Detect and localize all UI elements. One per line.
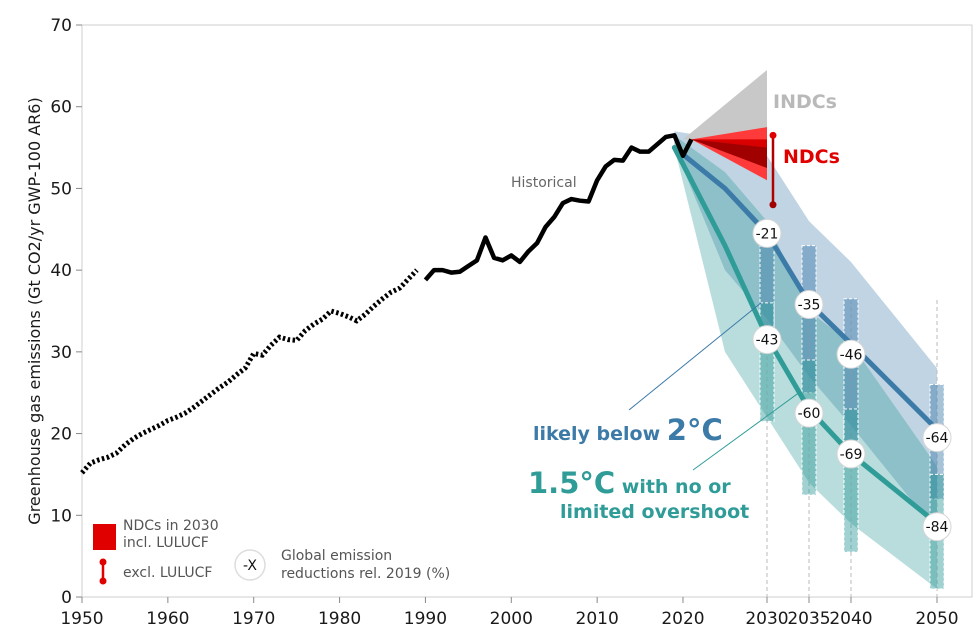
- legend-circle-symbol-text: -X: [243, 558, 257, 574]
- y-tick-label: 10: [50, 506, 72, 526]
- historical-label: Historical: [511, 175, 577, 191]
- one-five-pointer: [692, 392, 800, 471]
- y-tick-label: 30: [50, 343, 72, 363]
- indcs-fan: [683, 69, 767, 140]
- ndcs-whisker-bottom: [769, 201, 777, 209]
- plot-frame: [81, 24, 973, 598]
- two-c-main: 2°C: [667, 413, 723, 447]
- historical-dotted: [80, 268, 419, 475]
- reduction-label: -84: [926, 520, 949, 536]
- legend-ndc-excl-label: excl. LULUCF: [123, 565, 212, 581]
- x-axis: 1950 1960 1970 1980 1990 2000 2010 2020 20302035…: [60, 597, 959, 629]
- two-c-prefix: likely below: [533, 423, 667, 445]
- legend-ndc-excl-dot-bottom: [99, 577, 107, 585]
- y-tick-label: 60: [50, 98, 72, 118]
- y-tick-label: 20: [50, 425, 72, 445]
- x-tick-label: 1990: [404, 609, 447, 629]
- legend-ndc-excl-dot-top: [99, 558, 107, 566]
- x-tick-label: 2030: [745, 609, 788, 629]
- historical-solid: [423, 133, 694, 282]
- band-2c: [674, 131, 937, 532]
- historical-line: [80, 133, 694, 475]
- ndcs-whisker-top: [769, 131, 777, 139]
- x-tick-label: 2000: [490, 609, 533, 629]
- ndcs-fan-inner: [691, 139, 767, 168]
- x-tick-label: 1970: [232, 609, 275, 629]
- series-line-1-5c: [671, 145, 940, 526]
- x-tick-label: 2020: [661, 609, 704, 629]
- x-tick-label: 2040: [829, 609, 872, 629]
- reduction-circle--21: [752, 218, 782, 248]
- reduction-label: -43: [756, 333, 779, 349]
- x-tick-label: 1950: [60, 609, 103, 629]
- indcs-label: INDCs: [773, 91, 837, 113]
- range-box-2035: [801, 245, 817, 394]
- reduction-label: -46: [840, 347, 863, 363]
- legend-ndc-incl-line2: incl. LULUCF: [123, 535, 209, 551]
- x-tick-label: 2010: [576, 609, 619, 629]
- reduction-markers: -21 -35 -46 -64 -43 -60 -69 -84: [752, 218, 952, 542]
- reduction-label: -35: [798, 297, 821, 313]
- reduction-label: -60: [798, 406, 821, 422]
- scenario-bands: [674, 131, 937, 589]
- y-tick-label: 40: [50, 261, 72, 281]
- legend-circle-text-line1: Global emission: [281, 548, 392, 564]
- y-tick-label: 70: [50, 16, 72, 36]
- ndcs-label: NDCs: [783, 146, 840, 168]
- reduction-circle--64: [922, 423, 952, 453]
- reduction-circle--60: [794, 398, 824, 428]
- x-tick-label: 1960: [146, 609, 189, 629]
- reduction-circle--46: [836, 339, 866, 369]
- series-line-2c: [671, 145, 940, 432]
- band-1-5c: [674, 135, 937, 589]
- two-c-label: likely below 2°C: [533, 413, 723, 447]
- reduction-circle--35: [794, 289, 824, 319]
- x-tick-label: 1980: [318, 609, 361, 629]
- x-tick-label: 2050: [915, 609, 958, 629]
- legend-ndc-incl-swatch: [93, 524, 116, 550]
- one-five-label: 1.5°C with no or: [528, 466, 731, 500]
- legend-ndc-incl-line1: NDCs in 2030: [123, 518, 219, 534]
- y-tick-label: 0: [61, 588, 72, 608]
- y-tick-label: 50: [50, 179, 72, 199]
- one-five-rest: with no or: [615, 476, 731, 498]
- legend-circle-symbol: [234, 549, 266, 581]
- reduction-circle--84: [922, 512, 952, 542]
- ndc-fans: [683, 69, 777, 209]
- reduction-label: -21: [756, 226, 779, 242]
- one-five-main: 1.5°C: [528, 466, 615, 500]
- legend-circle-text-line2: reductions rel. 2019 (%): [281, 566, 450, 582]
- y-axis: 0 10 20 30 40 50 60 70: [50, 16, 82, 608]
- label-pointers: [628, 302, 800, 471]
- y-axis-label: Greenhouse gas emissions (Gt CO2/yr GWP-…: [25, 97, 44, 524]
- reduction-circle--69: [836, 439, 866, 469]
- reduction-circle--43: [752, 325, 782, 355]
- legend: NDCs in 2030 incl. LULUCF excl. LULUCF -…: [93, 518, 450, 585]
- series-lines: [671, 145, 940, 526]
- reduction-label: -64: [926, 431, 949, 447]
- reduction-label: -69: [840, 447, 863, 463]
- x-tick-label: 2035: [787, 609, 830, 629]
- two-c-pointer: [628, 302, 762, 411]
- range-box-2040: [843, 408, 859, 553]
- one-five-line2: limited overshoot: [560, 501, 749, 523]
